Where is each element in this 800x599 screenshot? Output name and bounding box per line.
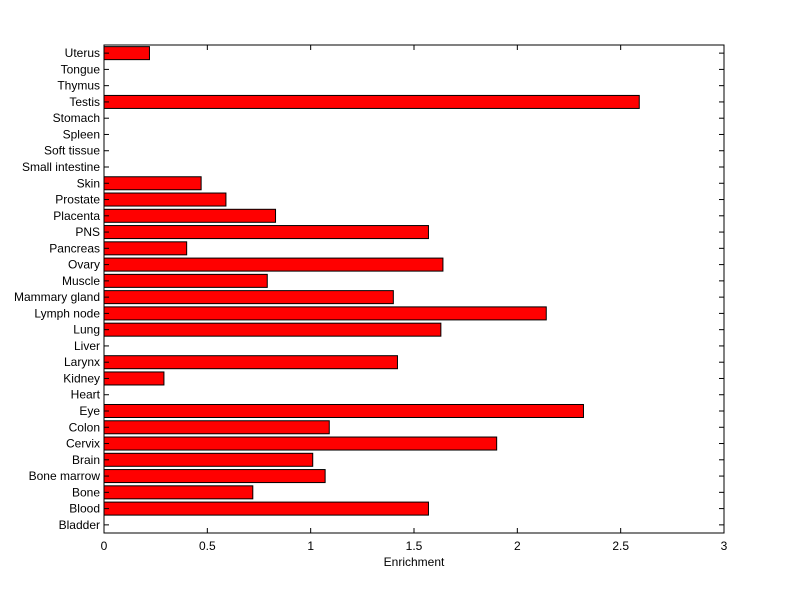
x-tick-labels: 0 0.5 1 1.5 2 2.5 3 [101,539,728,553]
y-tick-label-testis: Testis [69,95,100,109]
x-tick-label: 0.5 [199,539,216,553]
y-tick-label-pns: PNS [75,225,100,239]
y-tick-label-thymus: Thymus [57,79,100,93]
y-tick-label-tongue: Tongue [61,62,101,76]
y-tick-label-kidney: Kidney [63,371,100,385]
bar-muscle [103,273,268,288]
x-tick-label: 3 [721,539,728,553]
x-axis-label: Enrichment [384,555,445,569]
bar-blood [103,501,429,516]
y-tick-label-cervix: Cervix [66,437,100,451]
bar-ovary [103,257,444,272]
y-tick-label-brain: Brain [72,453,100,467]
y-tick-label-blood: Blood [69,502,100,516]
bar-lung [103,322,442,337]
bar-mammary-gland [103,290,394,305]
bar-uterus [103,46,150,61]
y-tick-label-skin: Skin [77,176,100,190]
y-tick-label-larynx: Larynx [64,355,100,369]
bar-lymph-node [103,306,547,321]
bar-prostate [103,192,227,207]
bar-brain [103,452,314,467]
x-tick-label: 2.5 [612,539,629,553]
bar-colon [103,420,330,435]
bar-placenta [103,208,277,223]
x-tick-label: 0 [101,539,108,553]
bar-eye [103,403,584,419]
bar-cervix [103,436,498,451]
y-tick-label-soft-tissue: Soft tissue [44,144,100,158]
y-tick-label-eye: Eye [79,404,100,418]
y-tick-label-prostate: Prostate [55,193,100,207]
bar-skin [103,176,202,191]
y-tick-label-lung: Lung [73,323,100,337]
bar-larynx [103,355,398,370]
y-tick-label-ovary: Ovary [68,258,100,272]
x-tick-label: 1.5 [406,539,423,553]
x-tick-label: 1 [307,539,314,553]
y-tick-label-colon: Colon [69,420,100,434]
bar-testis [103,94,640,109]
bar-kidney [103,371,165,386]
x-tick-label: 2 [514,539,521,553]
y-tick-label-small-intestine: Small intestine [22,160,100,174]
y-tick-label-spleen: Spleen [63,127,100,141]
y-tick-label-uterus: Uterus [65,46,100,60]
y-tick-label-heart: Heart [71,388,101,402]
y-tick-label-stomach: Stomach [53,111,100,125]
y-tick-label-pancreas: Pancreas [49,241,100,255]
bar-pancreas [103,241,188,256]
y-tick-label-placenta: Placenta [53,209,100,223]
y-tick-label-bone-marrow: Bone marrow [29,469,101,483]
y-tick-labels: Bladder Blood Bone Bone marrow Brain Cervix Co… [14,46,101,532]
y-tick-label-lymph-node: Lymph node [34,306,100,320]
bar-bone-marrow [103,469,326,484]
y-tick-label-muscle: Muscle [62,274,100,288]
plot-frame [103,44,725,534]
y-tick-label-bone: Bone [72,485,100,499]
bar-bone [103,485,254,500]
y-tick-label-mammary-gland: Mammary gland [14,290,100,304]
y-tick-label-liver: Liver [74,339,100,353]
y-tick-label-bladder: Bladder [59,518,100,532]
bars-layer [103,46,640,516]
bar-pns [103,225,429,240]
